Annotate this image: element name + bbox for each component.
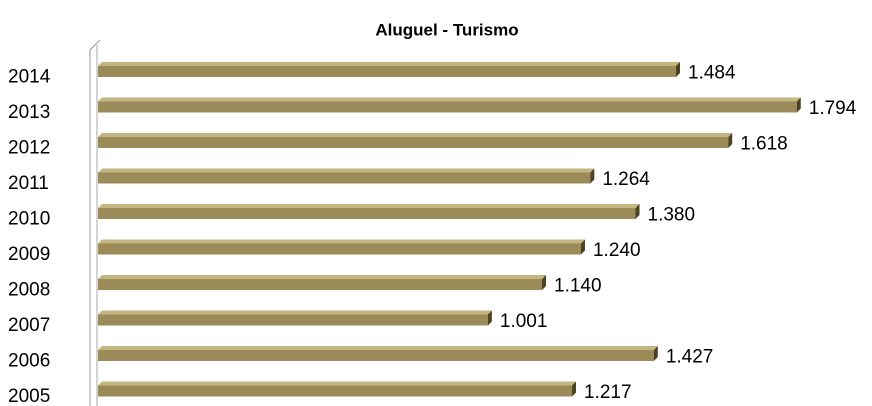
y-tick-label: 2006 bbox=[8, 351, 50, 372]
bar bbox=[98, 62, 681, 77]
data-label: 1.794 bbox=[809, 98, 857, 119]
bar bbox=[98, 204, 640, 219]
y-tick-label: 2010 bbox=[8, 209, 50, 230]
data-label: 1.618 bbox=[740, 134, 788, 155]
bar bbox=[98, 310, 492, 326]
bar bbox=[98, 168, 595, 184]
y-tick-label: 2007 bbox=[8, 315, 50, 336]
data-label: 1.217 bbox=[584, 382, 632, 403]
chart-title: Aluguel - Turismo bbox=[375, 20, 518, 39]
bar bbox=[98, 239, 585, 255]
data-label: 1.484 bbox=[688, 63, 736, 84]
axis-wall bbox=[89, 39, 101, 406]
y-tick-label: 2005 bbox=[8, 386, 50, 406]
bar bbox=[98, 381, 577, 397]
y-tick-label: 2014 bbox=[8, 67, 51, 88]
y-tick-label: 2008 bbox=[8, 280, 50, 301]
data-label: 1.380 bbox=[648, 205, 696, 226]
bar bbox=[98, 275, 547, 290]
y-tick-label: 2011 bbox=[8, 173, 49, 194]
y-tick-label: 2013 bbox=[8, 102, 50, 123]
bar bbox=[98, 346, 658, 361]
data-label: 1.264 bbox=[602, 169, 650, 190]
y-tick-label: 2009 bbox=[8, 244, 50, 265]
data-label: 1.140 bbox=[554, 276, 602, 297]
y-tick-label: 2012 bbox=[8, 138, 50, 159]
bar bbox=[98, 133, 733, 148]
bar bbox=[98, 97, 801, 113]
data-label: 1.001 bbox=[500, 311, 548, 332]
data-label: 1.240 bbox=[593, 240, 641, 261]
data-label: 1.427 bbox=[666, 347, 714, 368]
